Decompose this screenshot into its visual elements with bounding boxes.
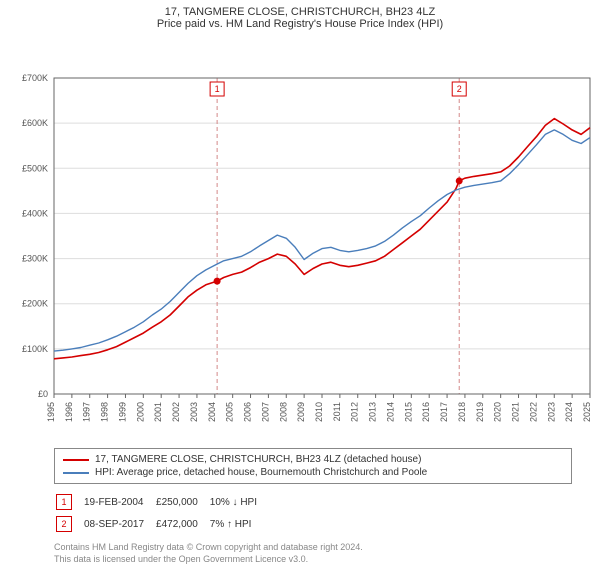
svg-text:2003: 2003 xyxy=(189,402,199,422)
footer-line-1: Contains HM Land Registry data © Crown c… xyxy=(54,542,572,554)
svg-text:2011: 2011 xyxy=(332,402,342,421)
marker-date-2: 08-SEP-2017 xyxy=(84,514,154,534)
root: 17, TANGMERE CLOSE, CHRISTCHURCH, BH23 4… xyxy=(0,0,600,565)
svg-text:1: 1 xyxy=(215,84,220,94)
svg-text:2023: 2023 xyxy=(546,402,556,422)
svg-text:2013: 2013 xyxy=(368,402,378,422)
marker-price-1: £250,000 xyxy=(156,492,208,512)
svg-text:2007: 2007 xyxy=(260,402,270,422)
marker-box-2: 2 xyxy=(56,516,72,532)
svg-text:2021: 2021 xyxy=(511,402,521,422)
marker-price-2: £472,000 xyxy=(156,514,208,534)
svg-text:1998: 1998 xyxy=(100,402,110,422)
legend-label-1: 17, TANGMERE CLOSE, CHRISTCHURCH, BH23 4… xyxy=(95,454,421,465)
legend: 17, TANGMERE CLOSE, CHRISTCHURCH, BH23 4… xyxy=(54,448,572,484)
marker-row-2: 2 08-SEP-2017 £472,000 7% ↑ HPI xyxy=(56,514,267,534)
legend-swatch-2 xyxy=(63,472,89,474)
svg-text:2020: 2020 xyxy=(493,402,503,422)
svg-text:£100K: £100K xyxy=(22,344,48,354)
footer: Contains HM Land Registry data © Crown c… xyxy=(54,542,572,565)
svg-text:2001: 2001 xyxy=(153,402,163,422)
svg-text:£0: £0 xyxy=(38,389,48,399)
marker-date-1: 19-FEB-2004 xyxy=(84,492,154,512)
svg-text:2002: 2002 xyxy=(171,402,181,422)
legend-swatch-1 xyxy=(63,459,89,461)
svg-text:2008: 2008 xyxy=(278,402,288,422)
svg-text:2: 2 xyxy=(457,84,462,94)
marker-diff-1: 10% ↓ HPI xyxy=(210,492,267,512)
svg-text:1995: 1995 xyxy=(46,402,56,422)
marker-box-1: 1 xyxy=(56,494,72,510)
svg-text:£200K: £200K xyxy=(22,299,48,309)
svg-text:2010: 2010 xyxy=(314,402,324,422)
chart-title: 17, TANGMERE CLOSE, CHRISTCHURCH, BH23 4… xyxy=(0,0,600,18)
svg-text:£700K: £700K xyxy=(22,73,48,83)
svg-text:2006: 2006 xyxy=(243,402,253,422)
chart-subtitle: Price paid vs. HM Land Registry's House … xyxy=(0,18,600,34)
svg-text:2024: 2024 xyxy=(564,402,574,422)
svg-text:£600K: £600K xyxy=(22,118,48,128)
svg-text:1997: 1997 xyxy=(82,402,92,422)
markers-table: 1 19-FEB-2004 £250,000 10% ↓ HPI 2 08-SE… xyxy=(54,490,269,536)
legend-row-2: HPI: Average price, detached house, Bour… xyxy=(63,466,563,479)
svg-text:2009: 2009 xyxy=(296,402,306,422)
svg-text:2019: 2019 xyxy=(475,402,485,422)
svg-text:2004: 2004 xyxy=(207,402,217,422)
chart-svg: £0 £100K £200K £300K £400K £500K £600K £700K 199… xyxy=(0,34,600,444)
svg-text:2005: 2005 xyxy=(225,402,235,422)
marker-row-1: 1 19-FEB-2004 £250,000 10% ↓ HPI xyxy=(56,492,267,512)
svg-text:2014: 2014 xyxy=(385,402,395,422)
svg-text:2017: 2017 xyxy=(439,402,449,422)
svg-text:1996: 1996 xyxy=(64,402,74,422)
svg-text:£300K: £300K xyxy=(22,254,48,264)
chart: £0 £100K £200K £300K £400K £500K £600K £700K 199… xyxy=(0,34,600,444)
svg-text:2000: 2000 xyxy=(135,402,145,422)
svg-text:2022: 2022 xyxy=(528,402,538,422)
svg-text:£500K: £500K xyxy=(22,163,48,173)
svg-text:1999: 1999 xyxy=(117,402,127,422)
svg-text:2025: 2025 xyxy=(582,402,592,422)
legend-label-2: HPI: Average price, detached house, Bour… xyxy=(95,467,427,478)
marker-diff-2: 7% ↑ HPI xyxy=(210,514,267,534)
svg-text:2015: 2015 xyxy=(403,402,413,422)
legend-row-1: 17, TANGMERE CLOSE, CHRISTCHURCH, BH23 4… xyxy=(63,453,563,466)
svg-text:2016: 2016 xyxy=(421,402,431,422)
svg-text:£400K: £400K xyxy=(22,208,48,218)
svg-text:2018: 2018 xyxy=(457,402,467,422)
svg-text:2012: 2012 xyxy=(350,402,360,422)
